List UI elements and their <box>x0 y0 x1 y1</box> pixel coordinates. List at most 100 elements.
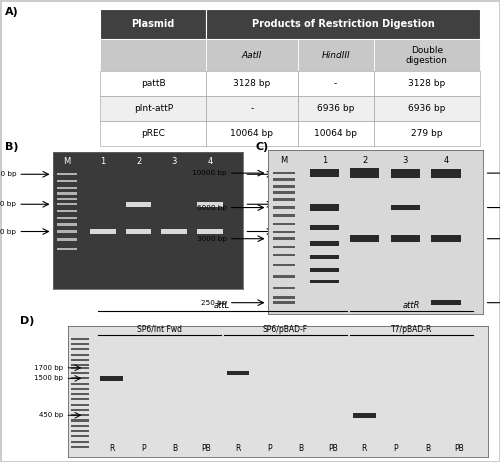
Bar <box>72 393 89 395</box>
Bar <box>432 169 460 177</box>
Bar <box>100 9 206 39</box>
Text: 1500 bp: 1500 bp <box>34 376 64 381</box>
Bar <box>391 205 420 210</box>
Bar <box>272 191 295 194</box>
Text: SP6/Int Fwd: SP6/Int Fwd <box>136 325 182 334</box>
Bar <box>272 185 295 188</box>
Bar <box>72 419 89 421</box>
Text: attL: attL <box>214 301 230 310</box>
Bar <box>72 409 89 411</box>
Bar <box>272 214 295 217</box>
Text: pREC: pREC <box>142 128 165 138</box>
Bar <box>126 229 152 234</box>
Bar <box>57 187 76 189</box>
Bar <box>350 236 380 242</box>
Bar <box>272 246 295 248</box>
Bar <box>272 275 295 278</box>
Bar <box>72 441 89 443</box>
Bar <box>100 96 206 121</box>
Bar <box>72 367 89 369</box>
Bar <box>272 231 295 233</box>
Bar <box>272 264 295 266</box>
Text: R: R <box>236 444 240 453</box>
Bar <box>72 353 89 356</box>
Bar <box>72 348 89 351</box>
Text: 3000 bp: 3000 bp <box>196 236 226 242</box>
Bar <box>57 230 76 233</box>
Bar <box>272 286 295 289</box>
Bar <box>310 268 339 272</box>
Text: PB: PB <box>328 444 338 453</box>
Bar <box>72 388 89 390</box>
Text: 6936 bp: 6936 bp <box>408 104 446 113</box>
Text: SP6/pBAD-F: SP6/pBAD-F <box>263 325 308 334</box>
Bar <box>391 236 420 242</box>
Bar <box>57 248 76 250</box>
Text: 1: 1 <box>322 156 327 165</box>
Text: B: B <box>172 444 178 453</box>
Text: -: - <box>334 79 337 88</box>
Bar <box>206 96 298 121</box>
Bar <box>298 96 374 121</box>
Bar <box>272 237 295 240</box>
Text: Plasmid: Plasmid <box>132 19 175 29</box>
Text: 6000 bp: 6000 bp <box>0 201 16 207</box>
Bar <box>374 96 480 121</box>
Text: AatII: AatII <box>242 51 262 60</box>
Bar <box>310 255 339 259</box>
Text: A): A) <box>5 7 19 17</box>
Bar <box>57 192 76 195</box>
Text: attR: attR <box>403 301 420 310</box>
Text: 3100 bp: 3100 bp <box>278 229 308 235</box>
Text: 2: 2 <box>136 157 141 166</box>
Bar <box>272 254 295 256</box>
Bar <box>72 425 89 427</box>
Bar <box>72 404 89 406</box>
Bar <box>72 446 89 448</box>
Bar <box>353 413 376 418</box>
Text: C): C) <box>255 142 268 152</box>
Bar <box>310 225 339 230</box>
Bar <box>72 430 89 432</box>
Bar <box>162 229 188 234</box>
Text: 3128 bp: 3128 bp <box>234 79 270 88</box>
Bar <box>126 201 152 207</box>
Bar <box>57 238 76 241</box>
Text: P: P <box>394 444 398 453</box>
Text: -: - <box>250 104 254 113</box>
Text: 279 bp: 279 bp <box>411 128 442 138</box>
Bar <box>100 39 206 71</box>
Bar <box>198 229 223 234</box>
Text: M: M <box>280 156 287 165</box>
Bar <box>391 169 420 177</box>
Bar <box>100 121 206 146</box>
Text: B: B <box>425 444 430 453</box>
Text: pattB: pattB <box>141 79 166 88</box>
Bar <box>57 224 76 226</box>
Bar <box>272 297 295 299</box>
Text: R: R <box>362 444 367 453</box>
Bar <box>350 168 380 178</box>
Text: 6000 bp: 6000 bp <box>196 205 226 211</box>
Text: 450 bp: 450 bp <box>39 412 64 418</box>
Bar <box>298 39 374 71</box>
Text: PB: PB <box>202 444 211 453</box>
Text: R: R <box>109 444 114 453</box>
Text: 2: 2 <box>362 156 368 165</box>
Bar <box>57 203 76 206</box>
Text: 10000 bp: 10000 bp <box>0 171 16 177</box>
Bar <box>206 71 298 96</box>
Bar <box>310 170 339 177</box>
Text: P: P <box>268 444 272 453</box>
Bar <box>72 435 89 438</box>
Text: 6936 bp: 6936 bp <box>317 104 354 113</box>
Bar <box>72 359 89 361</box>
Text: D): D) <box>20 316 34 326</box>
Bar <box>272 206 295 209</box>
Bar <box>72 414 89 416</box>
Bar <box>432 300 460 305</box>
Text: M: M <box>63 157 70 166</box>
Bar <box>272 178 295 181</box>
Text: 4: 4 <box>444 156 448 165</box>
Text: 4: 4 <box>208 157 213 166</box>
